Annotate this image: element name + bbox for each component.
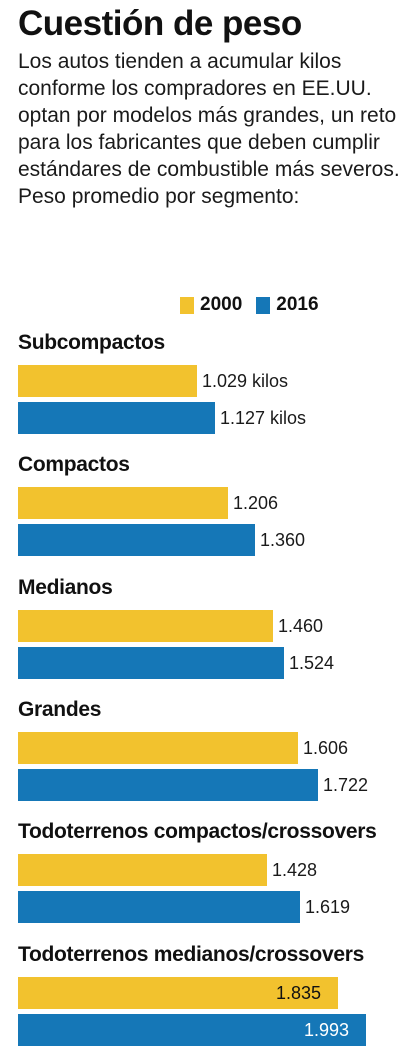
legend-label-2000: 2000 — [200, 294, 243, 315]
value-label-2016: 1.360 — [260, 530, 306, 550]
bar-2016 — [18, 1014, 366, 1046]
bar-2000 — [18, 487, 228, 519]
value-label-2000: 1.606 — [303, 738, 349, 758]
bar-2016 — [18, 402, 215, 434]
legend: 2000 2016 — [180, 293, 333, 317]
bar-group-2: Compactos 1.206 1.360 — [18, 452, 418, 560]
value-label-2016: 1.619 — [305, 897, 351, 917]
bar-2016 — [18, 647, 284, 679]
bar-2000 — [18, 610, 273, 642]
chart-title: Cuestión de peso — [18, 4, 302, 43]
bar-2000 — [18, 854, 267, 886]
chart-subtitle: Los autos tienden a acumular kilos confo… — [18, 50, 400, 208]
bar-2000 — [18, 977, 338, 1009]
category-label: Todoterrenos compactos/crossovers — [18, 820, 377, 843]
value-label-2016: 1.127 kilos — [220, 408, 307, 428]
legend-swatch-2016 — [256, 296, 271, 314]
legend-item-2016: 2016 — [256, 294, 319, 316]
category-label: Todoterrenos medianos/crossovers — [18, 943, 364, 966]
value-label-2000: 1.460 — [278, 616, 324, 636]
bar-group-6: Todoterrenos medianos/crossovers 1.835 1.9… — [18, 942, 418, 1050]
category-label: Medianos — [18, 576, 113, 599]
bar-group-5: Todoterrenos compactos/crossovers 1.428 1.… — [18, 819, 418, 927]
category-label: Grandes — [18, 698, 102, 721]
legend-swatch-2000 — [180, 296, 194, 314]
bar-2016 — [18, 524, 255, 556]
bar-group-1: Subcompactos 1.029 kilos 1.127 kilos — [18, 330, 418, 438]
legend-label-2016: 2016 — [276, 294, 319, 315]
category-label: Subcompactos — [18, 331, 165, 354]
bar-2000 — [18, 732, 298, 764]
bar-group-4: Grandes 1.606 1.722 — [18, 697, 418, 805]
value-label-2016: 1.993 — [304, 1020, 350, 1040]
value-label-2000: 1.835 — [276, 983, 322, 1003]
category-label: Compactos — [18, 453, 130, 476]
bar-2016 — [18, 769, 318, 801]
value-label-2000: 1.428 — [272, 860, 318, 880]
value-label-2016: 1.524 — [289, 653, 335, 673]
legend-item-2000: 2000 — [180, 294, 242, 316]
bar-2016 — [18, 891, 300, 923]
bar-group-3: Medianos 1.460 1.524 — [18, 575, 418, 683]
value-label-2016: 1.722 — [323, 775, 369, 795]
value-label-2000: 1.206 — [233, 493, 279, 513]
value-label-2000: 1.029 kilos — [202, 371, 289, 391]
bar-2000 — [18, 365, 197, 397]
